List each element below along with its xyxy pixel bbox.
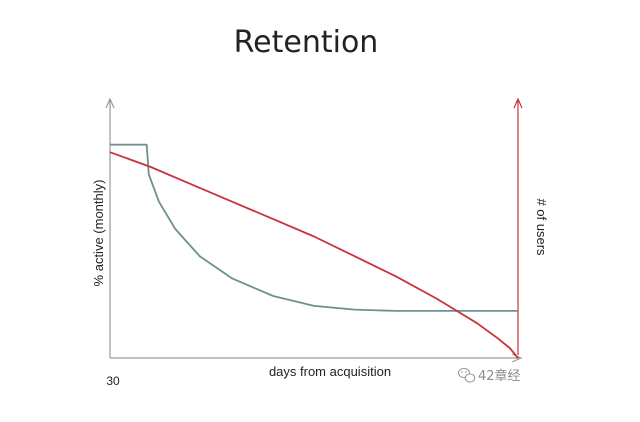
x-tick-label: 30 [106,374,120,388]
right-y-axis-arrow [513,97,523,109]
watermark-text: 42章经 [478,368,521,384]
series-line-2 [109,151,519,359]
left-y-axis-arrow [105,97,115,109]
watermark: 42章经 [457,367,521,384]
y2-axis-label: # of users [534,198,549,256]
chart-title: Retention [234,25,379,60]
wechat-icon [457,367,476,383]
x-axis [110,353,523,363]
left-y-axis [105,97,115,358]
right-y-axis [513,97,523,355]
series-layer [109,143,519,359]
series-line-1 [110,143,518,312]
y-axis-label: % active (monthly) [91,180,106,287]
x-axis-label: days from acquisition [269,364,391,379]
